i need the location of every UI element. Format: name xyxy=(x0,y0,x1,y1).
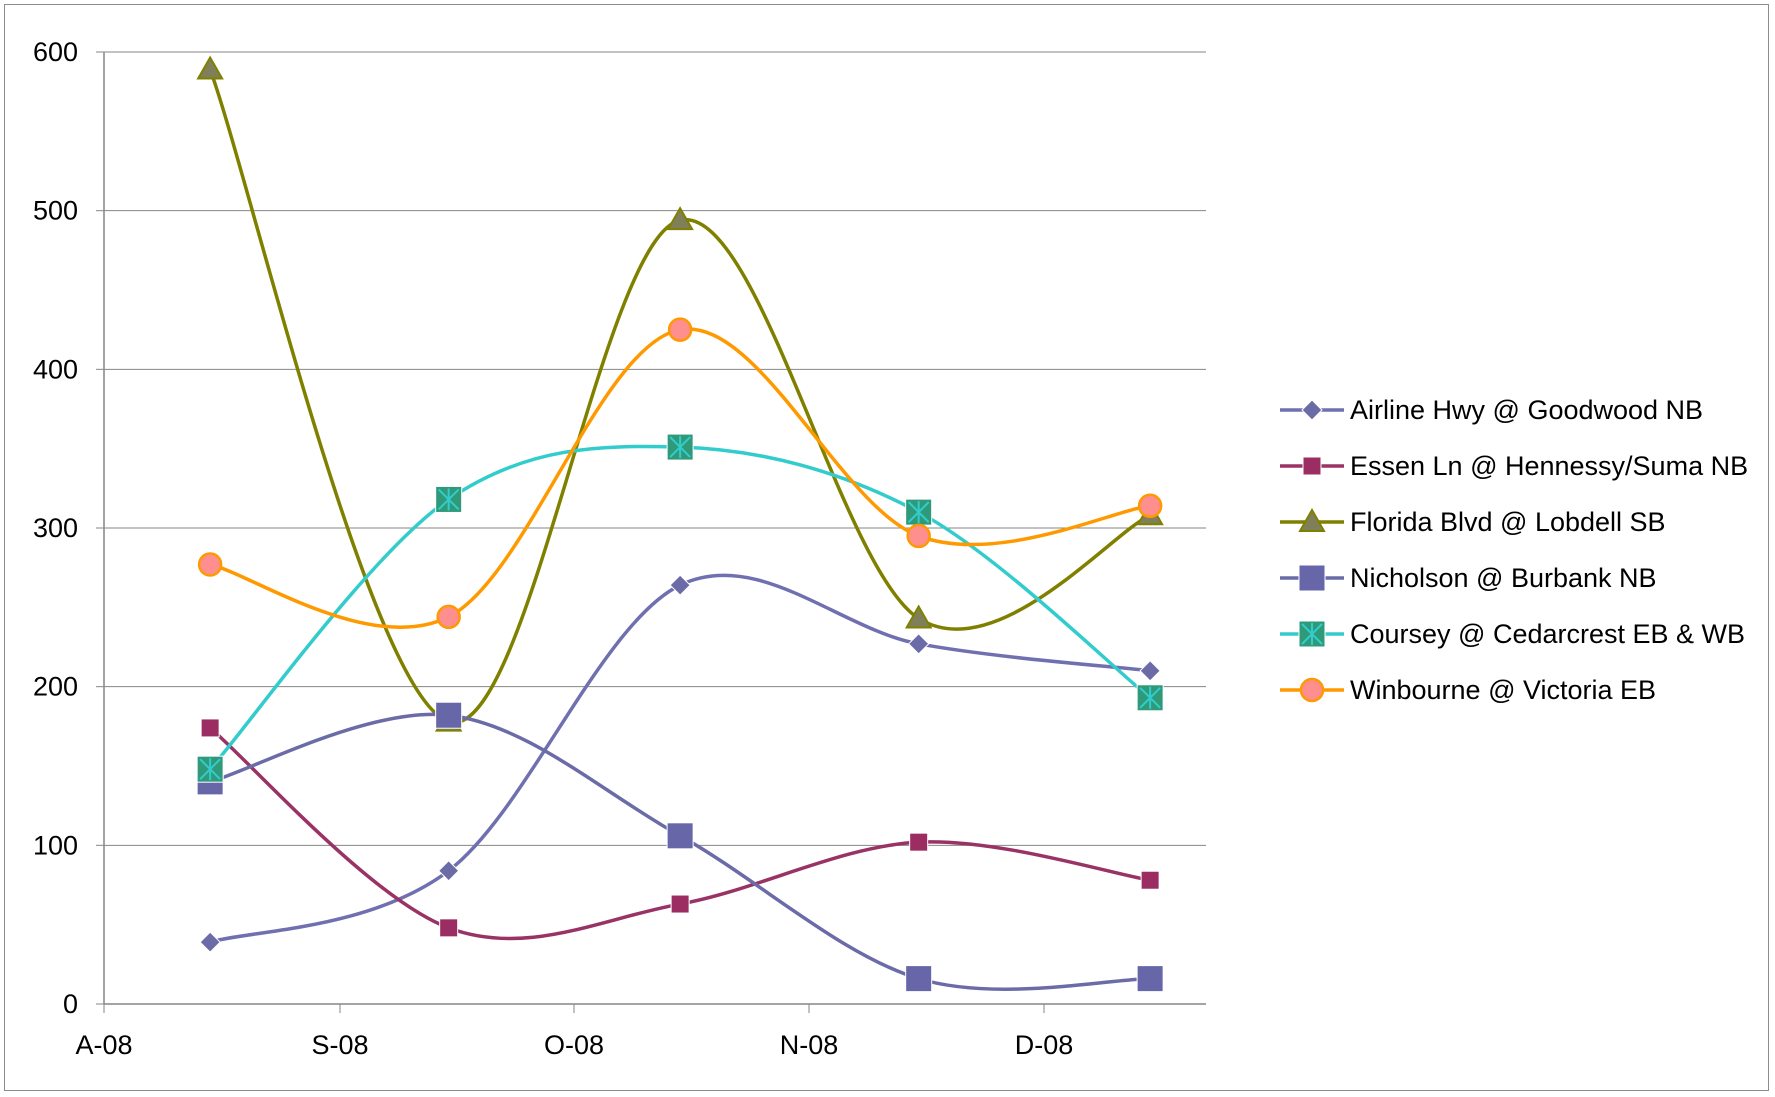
x-tick-label: A-08 xyxy=(75,1030,132,1060)
y-tick-label: 200 xyxy=(33,672,78,702)
data-point-s6-p5 xyxy=(1137,493,1163,519)
data-point-s5-p4 xyxy=(905,498,933,526)
series-markers xyxy=(196,55,1164,993)
data-point-s3-p1 xyxy=(196,55,224,80)
series-line-5 xyxy=(208,444,1152,771)
data-point-s6-p4 xyxy=(906,523,931,549)
legend-label-3: Florida Blvd @ Lobdell SB xyxy=(1350,507,1666,537)
data-point-s2-p2 xyxy=(439,918,459,938)
data-point-s4-p4 xyxy=(905,965,933,993)
marker-star xyxy=(1301,623,1323,645)
data-point-s2-p4 xyxy=(909,832,929,852)
series-line-4 xyxy=(209,712,1151,991)
series-line-3 xyxy=(208,68,1151,724)
legend-label-5: Coursey @ Cedarcrest EB & WB xyxy=(1350,619,1745,649)
chart-frame xyxy=(4,4,1769,1091)
y-tick-label: 0 xyxy=(63,989,78,1019)
legend-marker-6 xyxy=(1299,677,1325,703)
data-point-s3-p3 xyxy=(666,206,694,231)
data-point-s2-p3 xyxy=(670,894,690,914)
legend: Airline Hwy @ Goodwood NB Essen Ln @ Henn… xyxy=(1280,395,1748,705)
legend-label-2: Essen Ln @ Hennessy/Suma NB xyxy=(1350,451,1748,481)
legend-label-1: Airline Hwy @ Goodwood NB xyxy=(1350,395,1703,425)
x-tick-label: N-08 xyxy=(780,1030,839,1060)
data-point-s4-p3 xyxy=(666,822,694,850)
y-tick-label: 500 xyxy=(33,196,78,226)
data-point-s1-p5 xyxy=(1139,660,1161,682)
data-point-s6-p3 xyxy=(667,317,693,342)
data-point-s3-p4 xyxy=(904,604,933,629)
y-tick-label: 600 xyxy=(33,37,78,67)
data-point-s1-p2 xyxy=(437,860,460,882)
legend-label-4: Nicholson @ Burbank NB xyxy=(1350,563,1657,593)
y-tick-label: 300 xyxy=(33,513,78,543)
data-point-s5-p1 xyxy=(196,755,224,783)
x-tick-label: O-08 xyxy=(544,1030,604,1060)
data-point-s2-p5 xyxy=(1140,870,1160,890)
marker-star xyxy=(1139,686,1161,709)
data-point-s5-p3 xyxy=(666,433,694,461)
legend-label-6: Winbourne @ Victoria EB xyxy=(1350,675,1656,705)
data-point-s1-p3 xyxy=(669,574,691,596)
data-point-s5-p5 xyxy=(1136,684,1164,712)
data-point-s2-p1 xyxy=(200,718,220,738)
legend-marker-5 xyxy=(1298,620,1326,648)
data-point-s4-p5 xyxy=(1136,965,1164,993)
legend-marker-1 xyxy=(1301,399,1323,421)
data-point-s1-p1 xyxy=(199,931,221,953)
y-tick-label: 400 xyxy=(33,354,78,384)
legend-marker-4 xyxy=(1298,564,1326,592)
marker-star xyxy=(907,501,930,524)
data-point-s1-p4 xyxy=(907,633,930,655)
marker-star xyxy=(199,758,221,781)
data-point-s6-p1 xyxy=(197,552,223,577)
data-point-s6-p2 xyxy=(436,604,461,630)
gridlines xyxy=(104,51,1206,846)
x-tick-label: S-08 xyxy=(311,1030,368,1060)
legend-marker-2 xyxy=(1302,456,1322,476)
x-tick-label: D-08 xyxy=(1015,1030,1074,1060)
legend-marker-3 xyxy=(1298,507,1326,532)
data-point-s5-p2 xyxy=(435,485,463,513)
marker-star xyxy=(669,436,691,459)
series-line-1 xyxy=(209,573,1151,944)
axes: 0 100 200 300 400 500 600 A-08 S-08 O-08 N-08 D-08 xyxy=(33,37,1206,1060)
marker-star xyxy=(437,488,460,511)
y-tick-label: 100 xyxy=(33,830,78,860)
data-point-s4-p2 xyxy=(435,701,463,729)
